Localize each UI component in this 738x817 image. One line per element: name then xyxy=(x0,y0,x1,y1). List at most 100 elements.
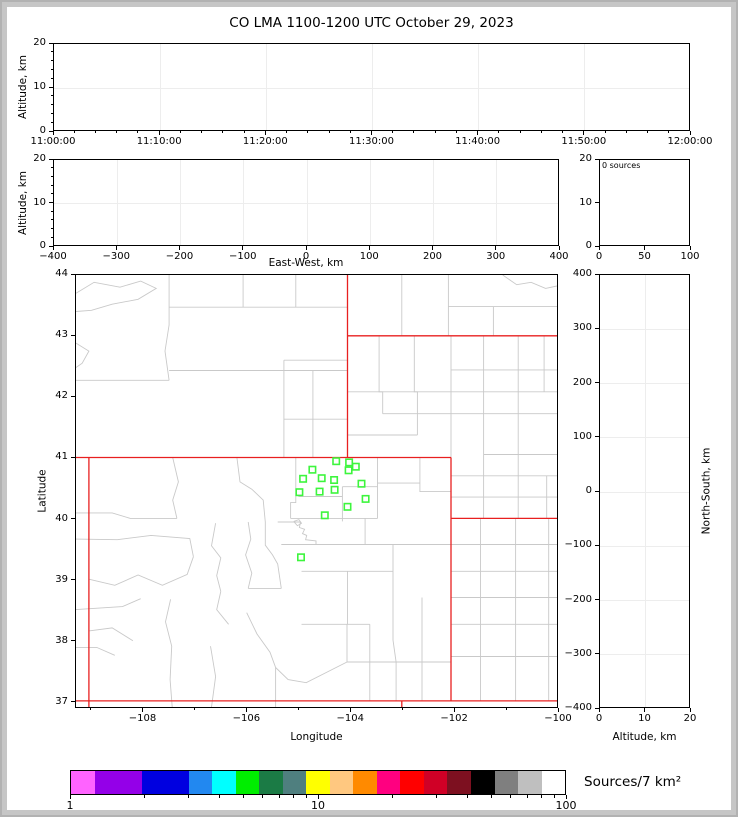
y-tick xyxy=(595,490,599,492)
gridline xyxy=(306,160,308,245)
y-tick-label: −300 xyxy=(564,647,592,659)
panel-time-height xyxy=(53,43,690,131)
lma-station-marker xyxy=(308,465,317,474)
x-tick xyxy=(52,131,54,135)
x-minor-tick xyxy=(286,131,288,133)
y-tick-label: 37 xyxy=(55,695,68,707)
colorbar-block xyxy=(423,771,448,794)
colorbar-minor-tick xyxy=(490,795,492,798)
county-border-line xyxy=(413,335,418,435)
x-tick-label: 0 xyxy=(595,251,603,262)
x-minor-tick xyxy=(434,131,436,133)
x-minor-tick xyxy=(625,131,627,133)
county-border-line xyxy=(216,591,229,625)
y-minor-tick xyxy=(51,228,53,230)
y-tick xyxy=(71,456,75,458)
x-tick-label: 11:50:00 xyxy=(561,136,607,147)
y-tick-label: 10 xyxy=(33,196,46,208)
ns-panel-ylabel: North-South, km xyxy=(699,274,713,708)
colorbar-label: Sources/7 km² xyxy=(584,774,682,790)
colorbar-minor-tick xyxy=(527,795,529,798)
y-minor-tick xyxy=(51,193,53,195)
x-minor-tick xyxy=(540,131,542,133)
gridline xyxy=(600,654,689,656)
gridline xyxy=(600,328,689,330)
colorbar-minor-tick xyxy=(242,795,244,798)
y-tick xyxy=(49,42,53,44)
y-tick-label: 0 xyxy=(39,240,46,251)
x-tick-label: 10 xyxy=(638,713,651,724)
x-minor-tick xyxy=(668,131,670,133)
county-border-line xyxy=(211,523,222,592)
x-minor-tick xyxy=(73,131,75,133)
y-tick-label: 200 xyxy=(572,376,592,388)
y-minor-tick xyxy=(51,95,53,97)
county-border-line xyxy=(76,534,194,557)
colorbar-minor-tick xyxy=(187,795,189,798)
x-tick-label: −108 xyxy=(128,713,157,724)
x-minor-tick xyxy=(505,708,507,710)
county-border-line xyxy=(236,457,266,523)
y-minor-tick xyxy=(51,68,53,70)
longitude-axis-label: Longitude xyxy=(290,731,343,743)
lma-station-marker xyxy=(343,502,352,511)
panel-ew-height xyxy=(53,159,559,246)
county-border-line xyxy=(210,646,217,707)
colorbar-tick xyxy=(69,795,71,799)
y-tick xyxy=(71,273,75,275)
county-border-line xyxy=(76,512,177,519)
x-tick-label: 100 xyxy=(359,251,379,262)
colorbar-block xyxy=(212,771,236,794)
y-tick-label: 0 xyxy=(39,125,46,136)
gridline xyxy=(159,44,161,130)
x-tick-label: 11:30:00 xyxy=(349,136,394,147)
x-minor-tick xyxy=(413,131,415,133)
x-minor-tick xyxy=(222,131,224,133)
x-tick xyxy=(689,246,691,250)
y-tick-label: 100 xyxy=(572,430,592,442)
y-minor-tick xyxy=(51,175,53,177)
y-tick xyxy=(595,653,599,655)
colorbar-block xyxy=(353,771,377,794)
x-tick-label: −100 xyxy=(229,251,257,262)
x-minor-tick xyxy=(193,708,195,710)
y-tick xyxy=(595,707,599,709)
x-minor-tick xyxy=(401,708,403,710)
lma-station-marker xyxy=(351,462,360,471)
x-tick-label: −300 xyxy=(102,251,130,262)
lma-station-marker xyxy=(320,511,329,520)
east-west-axis-label: East-West, km xyxy=(268,257,344,269)
x-minor-tick xyxy=(90,708,92,710)
lma-station-marker xyxy=(357,479,366,488)
lma-station-marker xyxy=(317,474,326,483)
y-minor-tick xyxy=(51,184,53,186)
x-minor-tick xyxy=(519,131,521,133)
y-minor-tick xyxy=(51,104,53,106)
x-tick xyxy=(305,246,307,250)
y-tick-label: 0 xyxy=(585,485,592,496)
colorbar-minor-tick xyxy=(435,795,437,798)
x-tick-label: −400 xyxy=(39,251,67,262)
x-minor-tick xyxy=(328,131,330,133)
lma-station-marker xyxy=(332,457,341,466)
map-canvas xyxy=(76,275,557,707)
y-tick xyxy=(71,334,75,336)
y-tick xyxy=(71,701,75,703)
x-tick-label: 300 xyxy=(486,251,506,262)
y-tick-label: 38 xyxy=(55,634,68,646)
colorbar-minor-tick xyxy=(293,795,295,798)
county-border-line xyxy=(172,457,179,519)
county-border-line xyxy=(502,275,557,289)
colorbar-block xyxy=(376,771,401,794)
county-border-line xyxy=(165,599,173,707)
y-minor-tick xyxy=(51,112,53,114)
y-tick-label: 10 xyxy=(33,81,46,92)
county-border-line xyxy=(245,521,253,589)
x-tick xyxy=(432,246,433,250)
x-tick xyxy=(689,131,691,135)
x-tick xyxy=(115,246,117,250)
colorbar-block xyxy=(188,771,213,794)
x-minor-tick xyxy=(392,131,394,133)
x-tick-label: −104 xyxy=(336,713,364,724)
